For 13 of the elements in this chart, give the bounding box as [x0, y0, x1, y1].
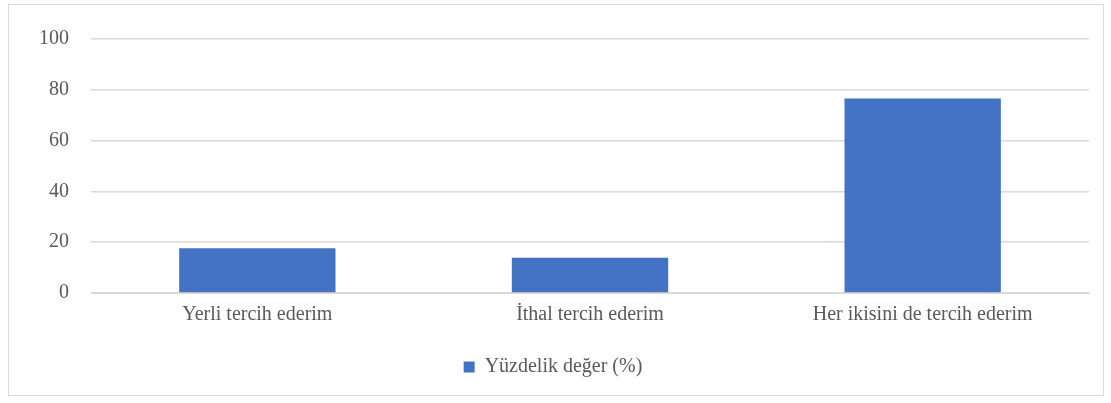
y-tick-label: 40 [49, 178, 69, 201]
y-tick-label: 60 [49, 127, 69, 150]
y-tick-label: 100 [39, 26, 69, 49]
y-tick-label: 0 [59, 280, 69, 303]
y-tick-label: 20 [49, 229, 69, 252]
bar [844, 98, 1001, 293]
y-tick-label: 80 [49, 77, 69, 100]
bar [179, 248, 336, 293]
bar [511, 257, 669, 293]
x-tick-label: Her ikisini de tercih ederim [812, 302, 1034, 325]
x-tick-label: İthal tercih ederim [516, 302, 665, 325]
x-tick-label: Yerli tercih ederim [182, 302, 333, 325]
legend-label: Yüzdelik değer (%) [484, 354, 643, 378]
